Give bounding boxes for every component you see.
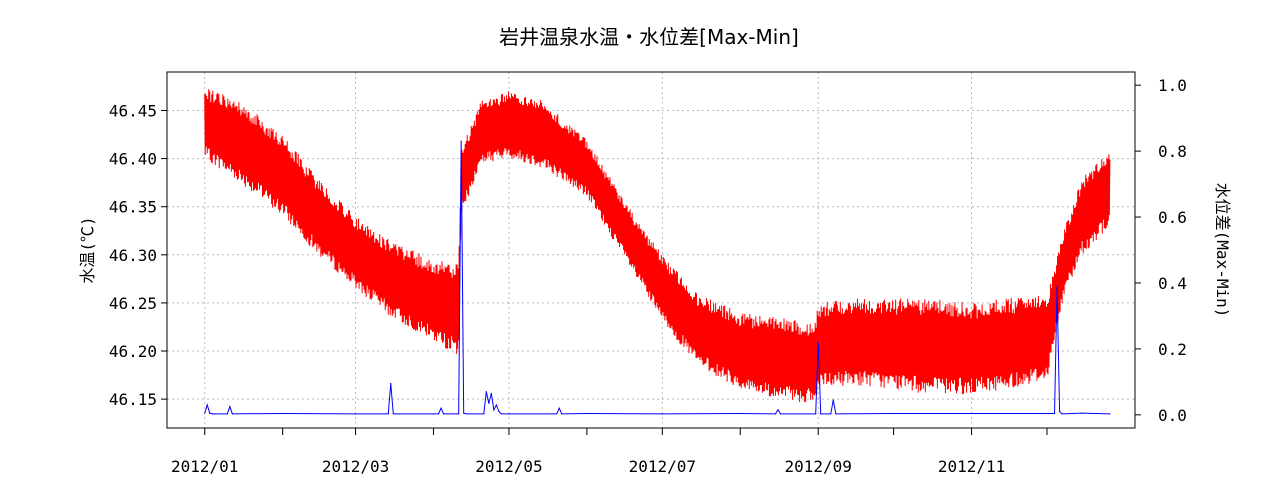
water-level-point [777,409,779,411]
water-level-point [483,413,485,415]
x-tick-label: 2012/03 [322,457,389,476]
left-tick-label: 46.40 [109,150,157,169]
left-tick-label: 46.30 [109,246,157,265]
water-level-point [460,140,462,142]
water-level-point [779,413,782,415]
water-level-point [830,413,832,415]
water-level-point [493,409,495,411]
x-tick-label: 2012/11 [938,457,1005,476]
water-level-point [661,413,663,415]
water-level-point [893,412,895,415]
water-level-point [1058,410,1061,413]
x-tick-label: 2012/09 [784,457,851,476]
water-level-point [586,412,588,415]
water-level-point [774,413,777,415]
water-level-point [209,412,211,414]
water-level-point [739,412,741,415]
left-tick-label: 46.45 [109,101,157,120]
right-tick-label: 0.4 [1158,274,1187,293]
water-level-point [490,392,492,394]
right-tick-label: 0.8 [1158,142,1187,161]
chart-title: 岩井温泉水温・水位差[Max-Min] [499,25,799,49]
right-y-axis: 0.0 0.2 0.4 0.6 0.8 1.0 [1135,76,1187,425]
water-level-point [970,412,973,415]
water-level-point [561,413,563,415]
water-level-point [229,405,231,408]
right-tick-label: 0.2 [1158,340,1187,359]
left-axis-title: 水温(℃) [78,216,97,283]
water-level-point [204,412,206,414]
water-level-point [820,413,822,415]
water-level-point [508,413,510,415]
water-level-point [282,412,284,415]
water-level-point [214,413,216,415]
water-level-point [817,341,819,343]
water-level-point [495,404,497,406]
water-level-point [500,413,502,415]
x-tick-label: 2012/01 [171,457,238,476]
water-level-point [556,413,558,415]
water-level-point [442,413,445,415]
water-level-point [458,413,460,415]
left-tick-label: 46.20 [109,342,157,361]
water-level-point [226,413,228,415]
water-level-point [387,413,389,415]
water-temperature-line [204,89,1111,403]
left-tick-label: 46.35 [109,198,157,217]
right-tick-label: 1.0 [1158,76,1187,95]
water-level-point [463,412,465,414]
water-level-point [498,410,500,413]
x-axis: 2012/01 2012/03 2012/05 2012/07 2012/09 2012/… [171,428,1048,476]
water-level-difference-series [204,140,1111,415]
water-level-point [1081,412,1083,414]
x-tick-label: 2012/05 [475,457,542,476]
water-temperature-series [204,89,1111,403]
water-level-point [832,399,834,401]
water-level-point [485,391,487,393]
water-level-point [488,402,490,404]
water-level-point [211,413,213,415]
water-level-point [440,407,442,409]
x-tick-label: 2012/07 [629,457,696,476]
plot-frame [166,71,1136,429]
water-level-point [392,413,394,415]
water-level-point [1109,413,1111,415]
water-level-point [1053,412,1056,415]
water-level-point [1061,413,1063,415]
water-level-point [231,413,233,415]
water-level-point [437,413,440,415]
water-level-point [390,382,392,385]
water-level-point [815,413,817,415]
left-y-axis: 46.15 46.20 46.25 46.30 46.35 46.40 46.45 [109,101,167,409]
water-level-point [206,404,208,406]
right-tick-label: 0.6 [1158,208,1187,227]
right-axis-title: 水位差(Max-Min) [1213,183,1232,318]
left-tick-label: 46.25 [109,294,157,313]
water-level-point [1056,285,1058,287]
water-level-point [354,413,357,415]
left-tick-label: 46.15 [109,390,157,409]
water-level-point [432,413,435,415]
water-level-point [835,413,837,415]
water-level-point [465,413,467,415]
right-tick-label: 0.0 [1158,406,1187,425]
water-level-point [558,407,560,409]
